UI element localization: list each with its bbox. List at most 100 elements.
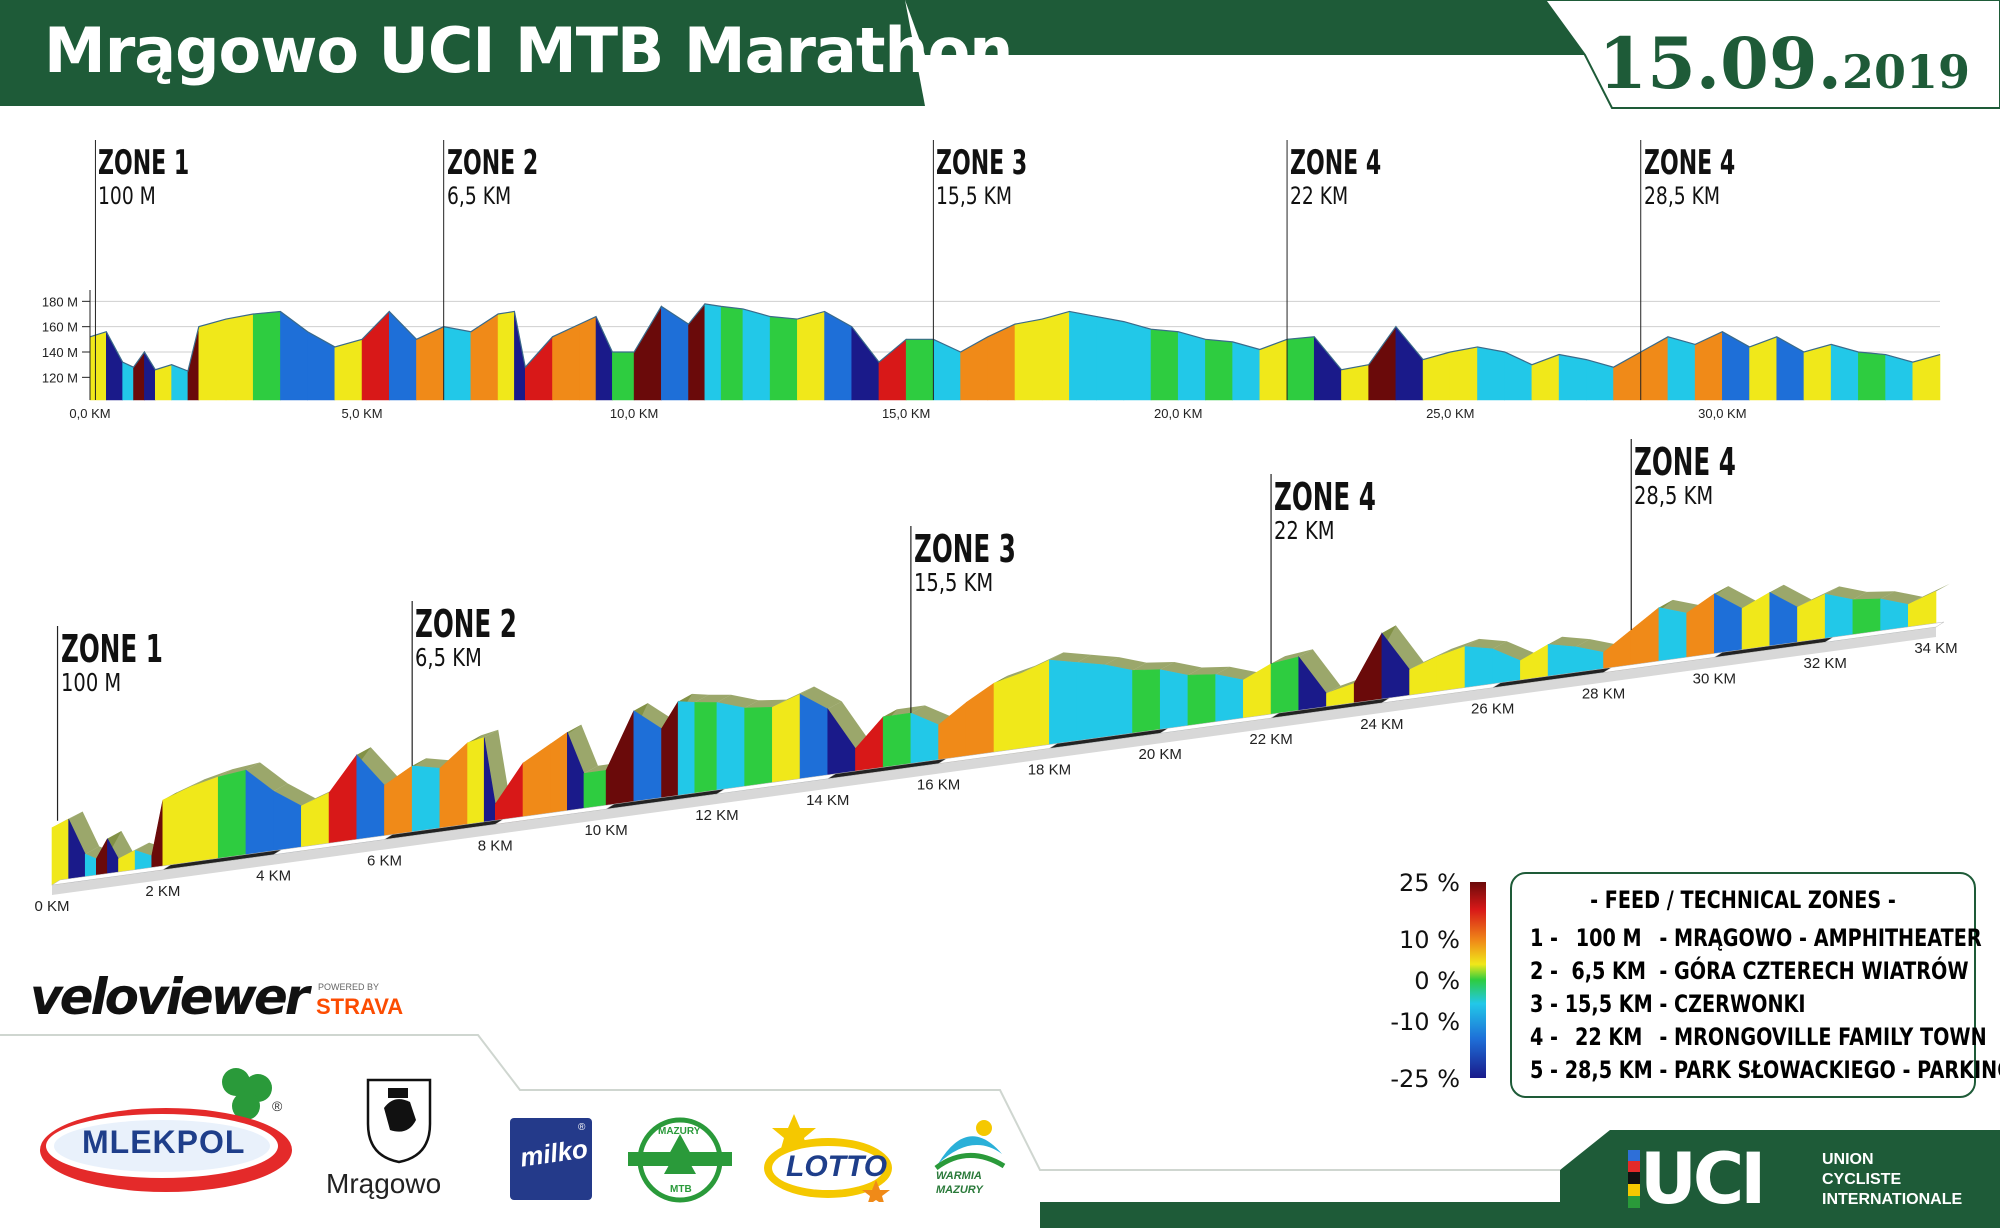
profile-segment xyxy=(89,331,107,401)
strava-logo: STRAVA xyxy=(316,994,404,1019)
profile-3d-segment xyxy=(190,776,219,867)
profile-segment xyxy=(742,308,771,401)
profile-segment xyxy=(1722,331,1750,401)
profile-segment xyxy=(1640,336,1669,401)
title-banner-extension xyxy=(905,0,1585,55)
distance-tick-label: 26 KM xyxy=(1471,701,1514,718)
mazury-logo-text: MAZURY xyxy=(936,1184,983,1196)
zone-label: ZONE 4 xyxy=(1290,143,1382,183)
distance-track-segment xyxy=(1825,621,1945,643)
profile-3d-roof-segment xyxy=(273,783,316,806)
profile-3d-roof-segment xyxy=(68,811,100,855)
profile-3d-roof-segment xyxy=(1271,649,1313,664)
profile-segment xyxy=(1313,335,1342,401)
legend-row: 3 - 15,5 KM - CZERWONKI xyxy=(1530,990,1806,1018)
zone-distance: 6,5 KM xyxy=(446,182,511,210)
profile-3d-roof-segment xyxy=(1298,649,1341,694)
profile-3d-roof-segment xyxy=(994,665,1036,684)
profile-segment xyxy=(1749,336,1778,401)
profile-3d-segment xyxy=(162,786,191,871)
y-axis-ticks: 180 M 160 M 140 M 120 M xyxy=(42,290,91,400)
y-tick-label: 180 M xyxy=(42,294,78,309)
profile-segment xyxy=(144,350,156,401)
zone-marker-lines xyxy=(56,439,1632,821)
profile-segment xyxy=(307,331,336,401)
y-tick-label: 120 M xyxy=(42,370,78,385)
distance-tick-label: 10 KM xyxy=(584,822,627,839)
gradient-label-minus-25: -25 % xyxy=(1390,1065,1460,1093)
profile-3d-roof-segment xyxy=(567,724,598,774)
mlekpol-logo-text: MLEKPOL xyxy=(82,1124,246,1160)
distance-tick-label: 28 KM xyxy=(1582,686,1625,703)
profile-segment xyxy=(1014,318,1043,401)
mazury-mtb-bottom-text: MTB xyxy=(670,1184,692,1195)
distance-tick-label: 18 KM xyxy=(1028,761,1071,778)
distance-tick-label: 0 KM xyxy=(34,898,69,915)
profile-3d-segment xyxy=(1076,662,1106,745)
profile-3d-roof-segment xyxy=(1575,639,1618,653)
gradient-label-0: 0 % xyxy=(1414,967,1460,995)
profile-segment xyxy=(1041,311,1070,401)
uci-name-line-2: CYCLISTE xyxy=(1822,1171,1902,1188)
x-tick-label: 5,0 KM xyxy=(341,406,382,421)
distance-tick-label: 4 KM xyxy=(256,868,291,885)
profile-segment xyxy=(797,311,825,401)
distance-ticks: 0 KM 2 KM 4 KM 6 KM 8 KM 10 KM 12 KM 14 KM 16 KM… xyxy=(34,640,1957,915)
registered-mark: ® xyxy=(272,1098,283,1114)
legend-row-distance: 28,5 KM xyxy=(1564,1056,1653,1084)
event-date-day-month: 15.09. xyxy=(1598,22,1842,105)
profile-segment xyxy=(443,326,472,401)
profile-3d-segment xyxy=(1021,659,1050,753)
distance-tick-label: 6 KM xyxy=(367,852,402,869)
profile-3d-roof-segment xyxy=(107,830,133,859)
legend-row-place: - MRĄGOWO - AMPHITHEATER xyxy=(1659,924,1982,952)
profile-3d-roof-segment xyxy=(245,762,288,792)
profile-3d-segment xyxy=(716,702,745,795)
zone-distance: 15,5 KM xyxy=(913,568,994,597)
gradient-label-25: 25 % xyxy=(1399,869,1460,897)
zone-marker-lines xyxy=(94,140,1642,400)
zone-distance: 15,5 KM xyxy=(936,182,1013,210)
distance-tick-label: 30 KM xyxy=(1693,670,1736,687)
powered-by-label: POWERED BY xyxy=(318,982,380,992)
uci-name: UNION CYCLISTE INTERNATIONALE xyxy=(1822,1150,1962,1210)
profile-3d-segment xyxy=(467,737,485,829)
profile-3d-roof-segment xyxy=(633,703,676,729)
event-date: 15.09.2019 xyxy=(1598,22,1970,105)
profile-segment xyxy=(334,338,363,401)
legend-row-distance: 6,5 KM xyxy=(1571,957,1647,985)
distance-tick-label: 22 KM xyxy=(1249,731,1292,748)
gradient-label-minus-10: -10 % xyxy=(1390,1008,1460,1036)
profile-segment xyxy=(1422,351,1451,401)
mlekpol-logo xyxy=(40,1068,292,1192)
date-panel xyxy=(1543,0,2000,109)
profile-segment xyxy=(905,339,934,401)
profile-segment xyxy=(1830,344,1859,401)
profile-segment xyxy=(225,313,254,401)
legend-row-number: 5 - xyxy=(1530,1056,1559,1084)
legend-row-distance: 100 M xyxy=(1575,924,1642,952)
profile-segment xyxy=(1858,351,1886,401)
profile-3d-segment xyxy=(605,710,635,810)
profile-segment xyxy=(497,311,515,401)
zone-distance: 28,5 KM xyxy=(1643,182,1720,210)
profile-3d-roof-segment xyxy=(1852,591,1895,600)
profile-segment xyxy=(878,338,907,401)
profile-3d-roof-segment xyxy=(1160,661,1202,676)
profile-3d-segment xyxy=(1630,606,1660,670)
page-title: Mrągowo UCI MTB Marathon xyxy=(44,14,1013,87)
profile-3d-roof-segment xyxy=(800,686,842,710)
profile-3d-roof-segment xyxy=(910,705,953,725)
zone-label: ZONE 4 xyxy=(1634,440,1737,484)
x-tick-label: 25,0 KM xyxy=(1426,406,1474,421)
profile-3d-base xyxy=(52,627,1936,895)
legend-row: 5 - 28,5 KM - PARK SŁOWACKIEGO - PARKING xyxy=(1530,1056,2000,1084)
distance-tick-label: 32 KM xyxy=(1803,655,1846,672)
profile-3d-roof-segment xyxy=(1714,586,1757,609)
profile-segment xyxy=(960,336,989,401)
profile-3d-segment xyxy=(1159,669,1189,734)
gradient-label-10: 10 % xyxy=(1399,926,1460,954)
profile-segment xyxy=(1177,331,1206,401)
profile-segment xyxy=(1912,354,1941,401)
zone-label: ZONE 1 xyxy=(60,627,163,671)
